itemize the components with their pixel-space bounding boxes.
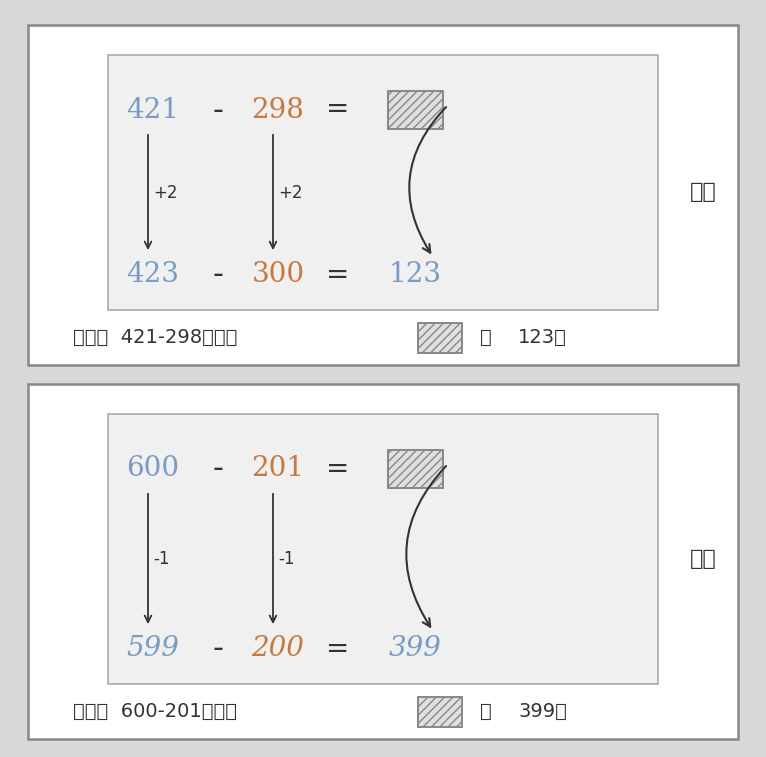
Text: 421: 421 xyxy=(126,96,179,123)
Text: 是: 是 xyxy=(480,328,492,347)
Bar xyxy=(108,55,658,310)
Text: -: - xyxy=(212,634,224,663)
Text: =: = xyxy=(326,261,350,288)
Text: 123: 123 xyxy=(388,261,441,288)
Text: -: - xyxy=(212,454,224,484)
Bar xyxy=(418,697,462,727)
Bar xyxy=(28,25,738,365)
Bar xyxy=(108,414,658,684)
Bar xyxy=(388,450,443,488)
Text: =: = xyxy=(326,635,350,662)
Bar xyxy=(28,384,738,739)
Text: -: - xyxy=(212,95,224,124)
Text: +2: +2 xyxy=(278,183,303,201)
Text: 因此，  421-298的答案: 因此， 421-298的答案 xyxy=(73,328,237,347)
Text: =: = xyxy=(326,456,350,482)
Text: 200: 200 xyxy=(251,635,304,662)
Text: -1: -1 xyxy=(153,550,169,568)
Text: 399。: 399。 xyxy=(518,702,567,721)
Text: 不变: 不变 xyxy=(689,549,716,569)
Text: 是: 是 xyxy=(480,702,492,721)
Text: 600: 600 xyxy=(126,456,179,482)
Bar xyxy=(388,91,443,129)
Text: =: = xyxy=(326,96,350,123)
Text: 因此，  600-201的答案: 因此， 600-201的答案 xyxy=(73,702,237,721)
Text: 423: 423 xyxy=(126,261,179,288)
Bar xyxy=(388,91,443,129)
Text: -1: -1 xyxy=(278,550,294,568)
Text: +2: +2 xyxy=(153,183,178,201)
Bar xyxy=(418,323,462,353)
Text: 399: 399 xyxy=(388,635,441,662)
Text: 599: 599 xyxy=(126,635,179,662)
Bar xyxy=(388,450,443,488)
Text: 298: 298 xyxy=(251,96,304,123)
Bar xyxy=(418,697,462,727)
Text: 201: 201 xyxy=(251,456,305,482)
Text: 123。: 123。 xyxy=(518,328,567,347)
Bar xyxy=(418,323,462,353)
Text: -: - xyxy=(212,260,224,289)
Text: 300: 300 xyxy=(251,261,305,288)
Text: 不变: 不变 xyxy=(689,182,716,203)
